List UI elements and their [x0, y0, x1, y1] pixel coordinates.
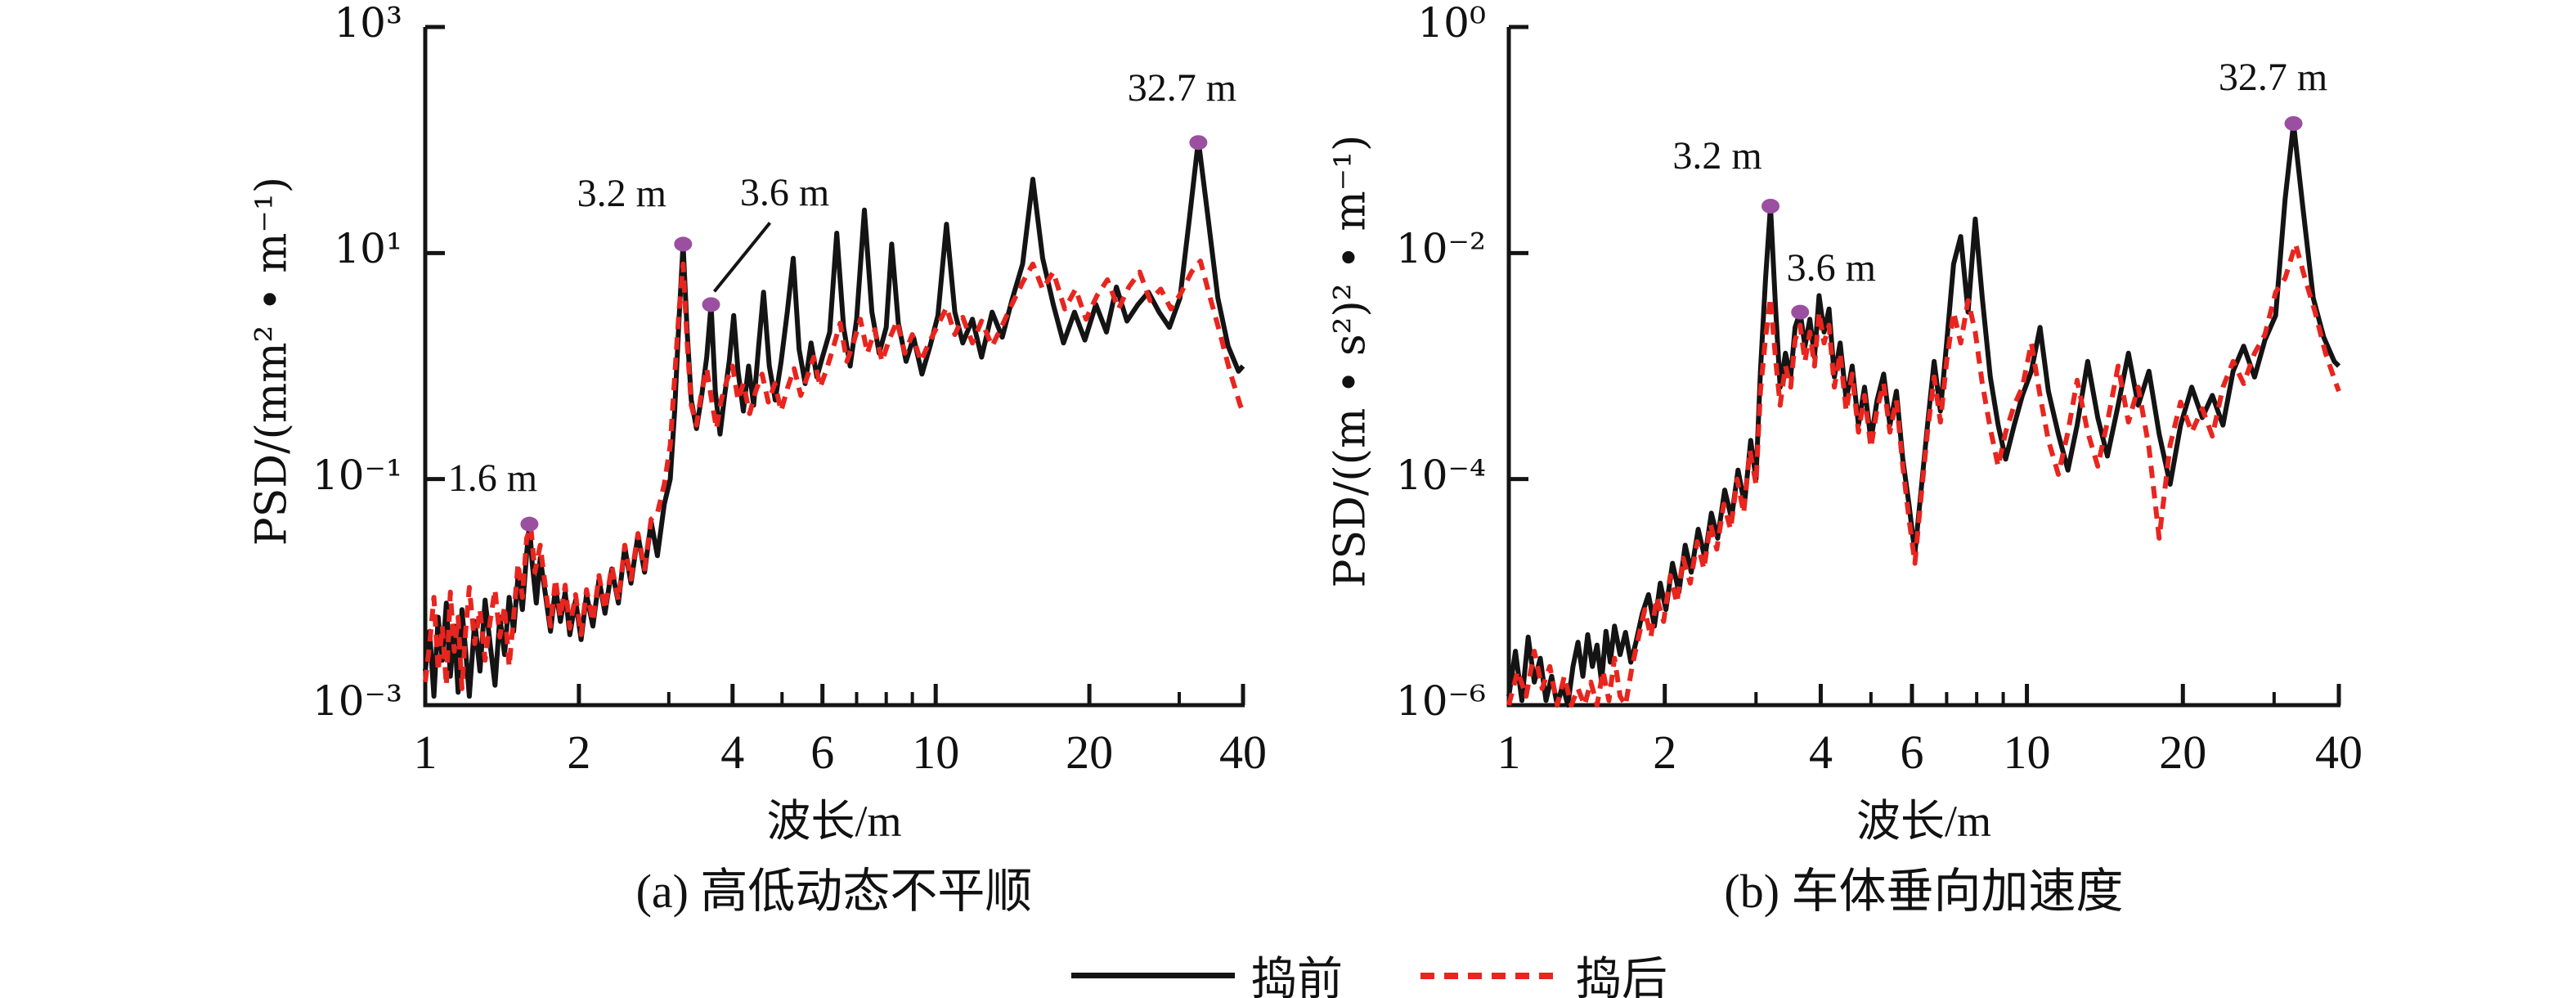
y-tick-label-panel-b: 10⁻⁶	[1395, 677, 1486, 725]
y-tick-label-panel-a: 10¹	[334, 225, 402, 273]
y-tick-label-panel-b: 10⁰	[1417, 0, 1486, 47]
x-tick-label-panel-b: 6	[1900, 726, 1924, 779]
annotation-label-b-1: 3.6 m	[1786, 245, 1876, 290]
peak-marker-a-3	[1189, 135, 1208, 151]
y-tick-label-panel-a: 10⁻³	[312, 677, 402, 725]
annotation-label-a-2: 3.6 m	[739, 171, 830, 215]
annotation-label-a-1: 3.2 m	[577, 172, 666, 216]
legend-label-after: 捣后	[1576, 955, 1667, 998]
x-tick-label-panel-a: 1	[413, 726, 438, 779]
x-tick-label-panel-a: 4	[720, 726, 745, 779]
x-tick-label-panel-a: 6	[810, 726, 835, 779]
series-before-panel-a	[423, 137, 1245, 699]
legend-line-after	[1420, 972, 1560, 979]
x-tick-label-panel-b: 20	[2159, 726, 2207, 779]
x-axis-label-panel-a: 波长/m	[766, 797, 902, 846]
x-tick-label-panel-a: 10	[912, 726, 960, 779]
annotation-label-b-0: 3.2 m	[1672, 133, 1762, 178]
annotation-label-a-0: 1.6 m	[447, 456, 538, 500]
peak-marker-b-2	[2284, 115, 2303, 131]
x-tick-label-panel-b: 10	[2003, 726, 2051, 779]
annotation-label-a-3: 32.7 m	[1127, 66, 1237, 110]
legend: 捣前 捣后	[1071, 942, 1667, 998]
y-tick-label-panel-a: 10⁻¹	[312, 451, 402, 499]
y-tick-label-panel-b: 10⁻⁴	[1395, 451, 1486, 499]
peak-marker-b-1	[1791, 304, 1810, 320]
x-tick-label-panel-b: 2	[1653, 726, 1677, 779]
x-tick-label-panel-a: 20	[1066, 726, 1114, 779]
subtitle-panel-a: (a) 高低动态不平顺	[635, 865, 1033, 918]
x-tick-label-panel-b: 40	[2315, 726, 2363, 779]
x-tick-label-panel-a: 40	[1219, 726, 1267, 779]
annotation-leader-a-2	[712, 222, 772, 293]
peak-marker-a-2	[702, 297, 720, 312]
legend-line-before	[1071, 973, 1235, 978]
series-after-panel-b	[1506, 241, 2341, 708]
legend-label-before: 捣前	[1251, 955, 1343, 998]
x-axis-label-panel-b: 波长/m	[1856, 797, 1991, 846]
subtitle-panel-b: (b) 车体垂向加速度	[1724, 865, 2124, 918]
axes-panel-b	[1506, 27, 2340, 708]
y-tick-label-panel-a: 10³	[334, 0, 402, 47]
series-before-panel-b	[1506, 121, 2341, 708]
peak-marker-a-0	[520, 516, 539, 532]
x-tick-label-panel-b: 1	[1497, 726, 1521, 779]
peak-marker-b-0	[1761, 198, 1780, 214]
peak-marker-a-1	[674, 236, 693, 252]
x-tick-label-panel-b: 4	[1808, 726, 1833, 779]
y-tick-label-panel-b: 10⁻²	[1395, 225, 1486, 273]
series-after-panel-a	[423, 258, 1245, 691]
annotation-label-b-2: 32.7 m	[2218, 55, 2328, 99]
x-tick-label-panel-a: 2	[567, 726, 591, 779]
